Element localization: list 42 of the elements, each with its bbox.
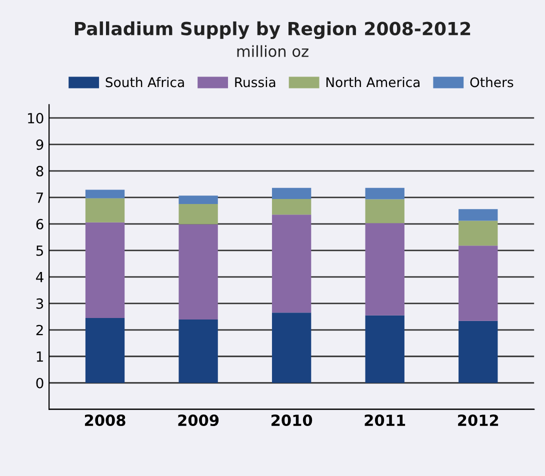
- bar: [272, 199, 312, 215]
- bar: [365, 315, 404, 383]
- legend-label: North America: [326, 77, 420, 88]
- chart-subtitle: million oz: [237, 45, 308, 58]
- bar: [365, 188, 404, 200]
- bar: [178, 204, 218, 224]
- x-tick-label: 2012: [458, 414, 498, 426]
- bar: [85, 190, 125, 198]
- y-tick-label: 2: [36, 324, 43, 336]
- bar: [458, 220, 498, 246]
- bar: [178, 196, 218, 204]
- y-tick-label: 7: [36, 192, 43, 203]
- bar: [85, 318, 125, 383]
- y-tick-label: 3: [36, 298, 44, 309]
- legend-label: South Africa: [106, 77, 184, 88]
- bar: [178, 224, 218, 320]
- chart-title: Palladium Supply by Region 2008-2012: [75, 21, 470, 40]
- bar: [85, 198, 125, 222]
- bar: [365, 199, 404, 224]
- y-tick-label: 0: [36, 378, 44, 388]
- y-tick-label: 5: [36, 246, 43, 256]
- x-tick-label: 2009: [178, 414, 219, 426]
- bar: [178, 320, 218, 383]
- bar: [85, 222, 125, 318]
- y-tick-label: 6: [36, 218, 44, 230]
- y-tick-label: 4: [36, 272, 44, 282]
- bar: [272, 214, 312, 313]
- y-tick-label: 8: [36, 166, 44, 176]
- bar: [458, 246, 498, 321]
- legend-label: Others: [470, 77, 514, 88]
- x-tick-label: 2010: [272, 414, 312, 426]
- x-tick-label: 2011: [364, 414, 406, 426]
- bar: [272, 188, 312, 200]
- bar: [458, 209, 498, 221]
- bar: [365, 223, 404, 316]
- y-tick-label: 10: [28, 112, 44, 124]
- x-tick-label: 2008: [84, 414, 126, 426]
- bar: [272, 312, 312, 383]
- y-tick-label: 9: [36, 139, 44, 150]
- legend-label: Russia: [235, 77, 276, 88]
- bar: [458, 320, 498, 383]
- y-tick-label: 1: [36, 352, 43, 362]
